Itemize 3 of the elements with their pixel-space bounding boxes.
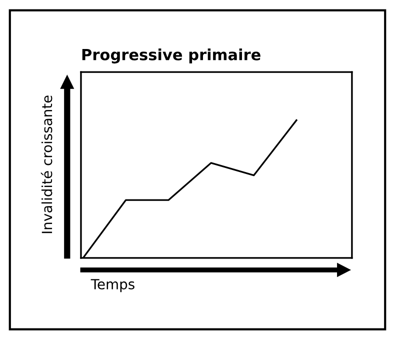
y-axis-title: Invalidité croissante [40,96,52,234]
chart-title: Progressive primaire [82,48,260,64]
x-axis-title: Temps [90,279,134,292]
